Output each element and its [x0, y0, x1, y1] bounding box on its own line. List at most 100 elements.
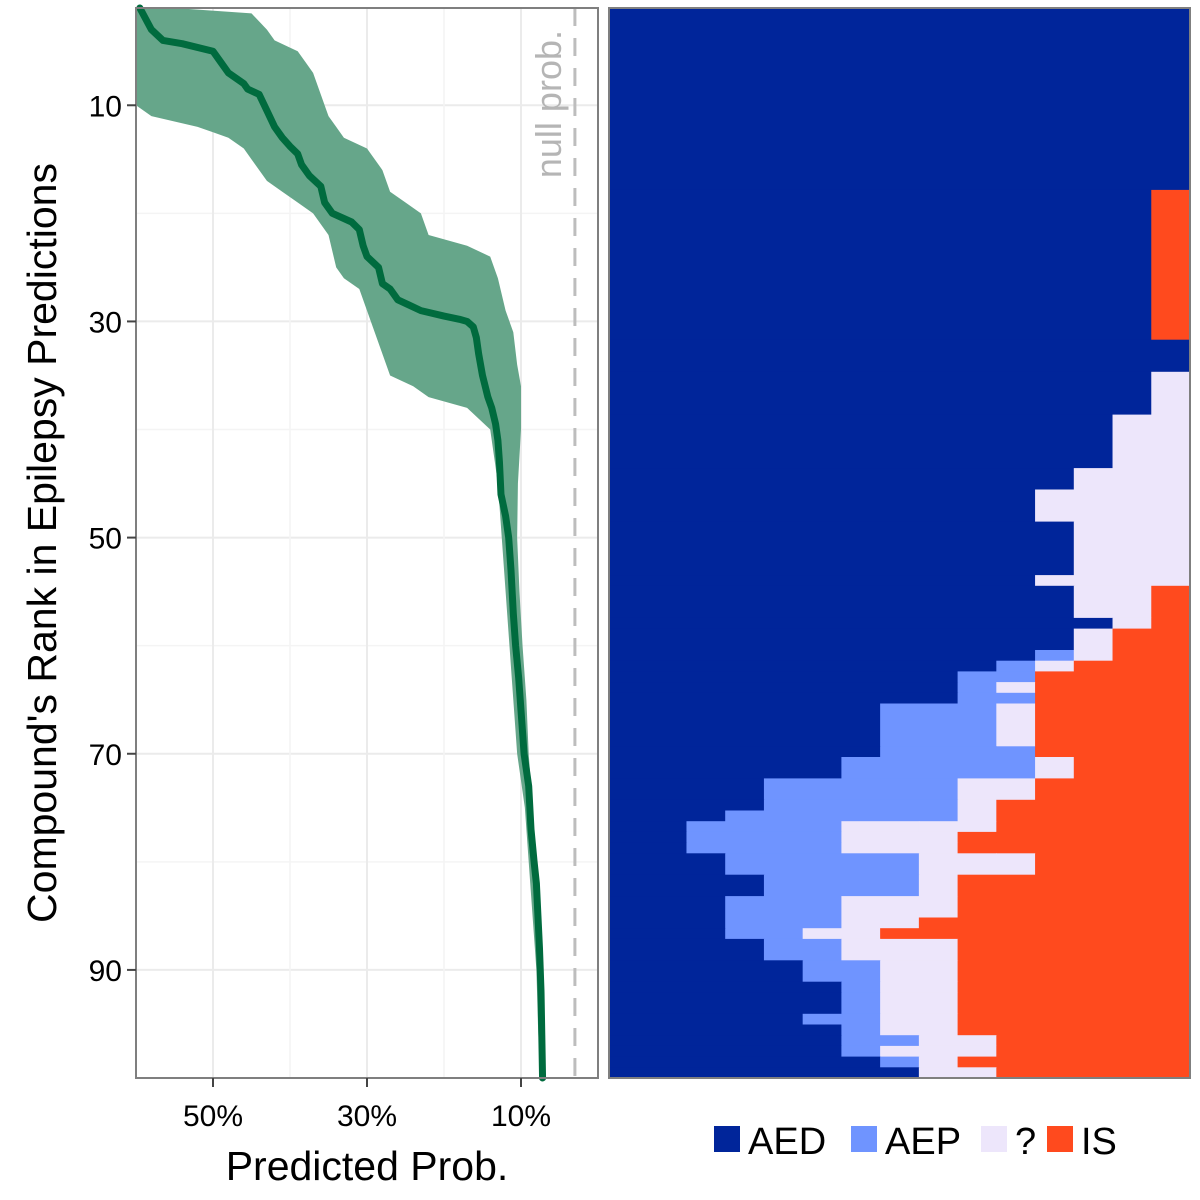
heatmap-legend: AED AEP? IS	[714, 1121, 1117, 1163]
heatmap-cell-aed	[609, 703, 881, 747]
heatmap-cell-unknown	[802, 928, 881, 940]
heatmap-cell-unknown	[841, 831, 959, 844]
heatmap-cell-aed	[609, 778, 765, 801]
heatmap-cell-is	[1035, 692, 1191, 705]
heatmap-cell-unknown	[1073, 650, 1114, 662]
heatmap-cell-unknown	[918, 1067, 997, 1079]
heatmap-cell-aed	[609, 1067, 920, 1079]
heatmap-cell-is	[957, 981, 997, 993]
heatmap-cell-is	[957, 1013, 1191, 1026]
heatmap-cell-is	[957, 938, 1191, 961]
heatmap-cell-aed	[609, 928, 726, 940]
heatmap-cell-aep	[1035, 650, 1075, 662]
y-axis-ticks: 10 30 50 70 90	[89, 90, 136, 988]
heatmap-cell-unknown	[841, 917, 920, 929]
legend-key-unknown	[981, 1126, 1007, 1152]
heatmap-cell-unknown	[1073, 468, 1191, 491]
heatmap-cell-aed	[609, 757, 842, 779]
heatmap-cell-aep	[725, 896, 842, 919]
heatmap-cell-is	[957, 1056, 997, 1068]
heatmap-cell-is	[957, 896, 1191, 919]
heatmap-cell-aed	[609, 1024, 842, 1036]
heatmap-cells	[609, 8, 1191, 1079]
x-axis-title: Predicted Prob.	[226, 1143, 509, 1189]
heatmap-cell-aep	[725, 853, 920, 876]
heatmap-cell-aep	[725, 917, 842, 929]
heatmap-cell-unknown	[996, 853, 1036, 876]
heatmap-cell-unknown	[880, 981, 959, 993]
heatmap-cell-aed	[609, 810, 726, 822]
heatmap-cell-unknown	[1151, 371, 1191, 416]
heatmap-cell-aed	[609, 853, 726, 876]
heatmap-cell-is	[996, 1056, 1191, 1068]
heatmap-cell-aed	[609, 960, 804, 983]
heatmap-cell-is	[957, 960, 1191, 983]
heatmap-cell-unknown	[957, 799, 997, 812]
heatmap-cell-aed	[609, 1013, 804, 1026]
heatmap-cell-aed	[609, 468, 1075, 491]
heatmap-cell-aep	[763, 938, 842, 961]
heatmap-cell-is	[1151, 617, 1191, 630]
legend-label: AED	[748, 1121, 826, 1163]
heatmap-cell-is	[996, 799, 1191, 812]
x-tick-label: 50%	[183, 1100, 243, 1133]
heatmap-cell-aep	[686, 831, 842, 844]
heatmap-cell-unknown	[918, 821, 997, 833]
heatmap-cell-is	[957, 842, 1036, 854]
heatmap-cell-is	[996, 810, 1191, 822]
prediction-series-line	[136, 4, 547, 1082]
heatmap-cell-unknown	[1073, 521, 1191, 576]
heatmap-cell-unknown	[918, 874, 959, 897]
heatmap-cell-unknown	[957, 1045, 997, 1058]
heatmap-cell-aed	[609, 575, 1036, 587]
heatmap-cell-aed	[609, 521, 1075, 576]
heatmap-cell-is	[1073, 757, 1191, 779]
x-tick-label: 10%	[491, 1100, 551, 1133]
legend-label: IS	[1081, 1121, 1117, 1163]
heatmap-cell-is	[918, 917, 1191, 929]
confidence-band	[136, 8, 546, 1078]
heatmap-cell-is	[996, 831, 1191, 844]
heatmap-cell-aed	[609, 189, 1152, 341]
heatmap-cell-aep	[841, 1045, 881, 1058]
heatmap-cell-aep	[686, 821, 842, 833]
right-panel-border	[608, 7, 1191, 1079]
heatmap-cell-aep	[802, 960, 881, 983]
heatmap-cell-is	[957, 874, 1191, 897]
heatmap-cell-aep	[880, 703, 997, 747]
heatmap-cell-aed	[609, 682, 959, 694]
heatmap-cell-is	[1151, 189, 1191, 341]
heatmap-cell-aep	[763, 874, 920, 897]
heatmap-cell-aep	[957, 682, 997, 694]
legend-key-is	[1047, 1126, 1073, 1152]
heatmap-cell-aep	[841, 1035, 920, 1047]
heatmap-cell-is	[1112, 628, 1191, 651]
heatmap-cell-unknown	[957, 810, 997, 822]
heatmap-cell-aed	[609, 938, 765, 961]
left-panel: null prob. 10 30 50 70 90 50% 30% 10% Predicte…	[19, 4, 599, 1189]
heatmap-cell-aed	[609, 746, 881, 758]
heatmap-cell-is	[996, 1035, 1191, 1047]
heatmap-cell-aep	[686, 842, 842, 854]
heatmap-cell-aed	[609, 339, 1191, 373]
heatmap-cell-unknown	[1035, 489, 1191, 523]
heatmap-cell-aed	[609, 489, 1036, 523]
heatmap-cell-unknown	[1035, 660, 1075, 672]
heatmap-cell-unknown	[880, 1024, 959, 1036]
heatmap-cell-is	[957, 992, 1191, 1015]
heatmap-cell-unknown	[1073, 585, 1152, 619]
heatmap-cell-aep	[996, 660, 1036, 672]
heatmap-cell-unknown	[957, 778, 1036, 801]
heatmap-cell-is	[996, 821, 1191, 833]
heatmap-cell-is	[996, 981, 1191, 993]
right-panel: AED AEP? IS	[608, 7, 1191, 1163]
heatmap-cell-is	[957, 1024, 1191, 1036]
heatmap-cell-unknown	[1035, 757, 1075, 779]
heatmap-cell-unknown	[996, 682, 1036, 694]
heatmap-cell-aed	[609, 617, 1114, 630]
y-tick-label: 30	[89, 306, 122, 339]
heatmap-cell-unknown	[880, 992, 959, 1015]
legend-key-aep	[851, 1126, 877, 1152]
heatmap-cell-unknown	[841, 938, 881, 961]
heatmap-cell-aed	[609, 799, 765, 812]
